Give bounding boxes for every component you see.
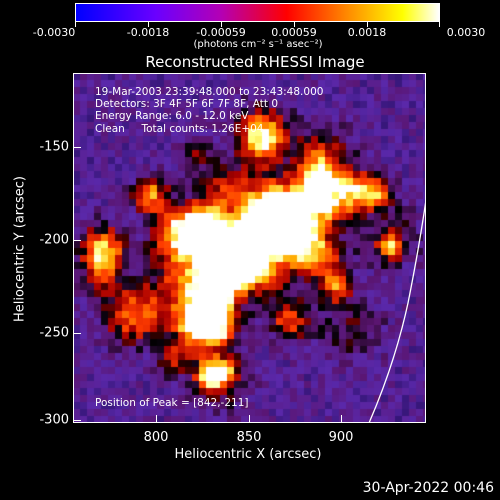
y-tick	[73, 147, 81, 148]
colorbar-tick-label: 0.0030	[446, 26, 486, 39]
colorbar-tick	[439, 22, 440, 27]
heatmap-image	[73, 73, 426, 423]
y-tick	[73, 420, 81, 421]
x-tick	[156, 415, 157, 423]
x-axis-title: Heliocentric X (arcsec)	[174, 447, 322, 462]
y-axis-title: Heliocentric Y (arcsec)	[12, 176, 28, 322]
colorbar-tick	[221, 22, 222, 27]
annotation-energy: Energy Range: 6.0 - 12.0 keV	[95, 110, 249, 122]
y-tick-label: -200	[39, 232, 69, 248]
colorbar-tick	[294, 22, 295, 27]
plot-area	[73, 73, 426, 423]
colorbar-tick-label: -0.00059	[196, 26, 246, 39]
x-tick-label: 850	[236, 430, 262, 445]
annotation-clean: Clean Total counts: 1.26E+04	[95, 123, 264, 135]
chart-title: Reconstructed RHESSI Image	[145, 53, 365, 71]
colorbar-tick-label: 0.00059	[271, 26, 317, 39]
x-tick	[249, 415, 250, 423]
x-tick-label: 800	[143, 430, 169, 445]
colorbar	[75, 3, 440, 22]
annotation-detectors: Detectors: 3F 4F 5F 6F 7F 8F, Att 0	[95, 98, 279, 110]
colorbar-tick-label: 0.0018	[347, 26, 387, 39]
colorbar-units: (photons cm⁻² s⁻¹ asec⁻²)	[193, 39, 323, 50]
timestamp: 30-Apr-2022 00:46	[362, 480, 494, 496]
limb-overlay	[368, 199, 426, 423]
y-tick	[73, 240, 81, 241]
y-tick-label: -150	[39, 139, 69, 155]
colorbar-tick-label: -0.0030	[32, 26, 76, 39]
annotation-time-range: 19-Mar-2003 23:39:48.000 to 23:43:48.000	[95, 86, 324, 98]
x-tick	[341, 415, 342, 423]
y-tick	[73, 333, 81, 334]
colorbar-tick	[75, 22, 76, 27]
x-tick-label: 900	[328, 430, 354, 445]
solar-limb-line	[368, 199, 426, 423]
y-tick-label: -300	[39, 412, 69, 428]
colorbar-tick	[148, 22, 149, 27]
colorbar-tick	[367, 22, 368, 27]
annotation-peak: Position of Peak = [842,-211]	[95, 397, 249, 409]
colorbar-tick-label: -0.0018	[126, 26, 170, 39]
y-tick-label: -250	[39, 325, 69, 341]
